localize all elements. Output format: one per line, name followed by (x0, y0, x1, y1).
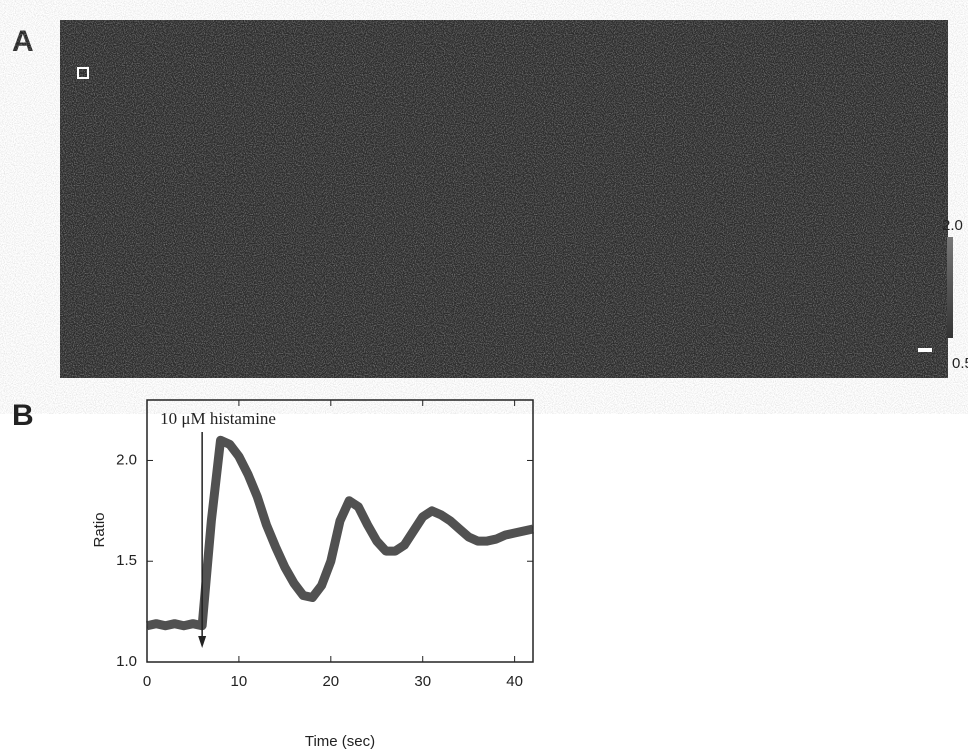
annotation-arrowhead (198, 636, 207, 648)
panel-label: A (12, 25, 34, 58)
x-tick-label: 20 (322, 673, 339, 690)
y-tick-label: 2.0 (116, 451, 137, 468)
micrograph-noise (60, 20, 948, 378)
trace (146, 435, 534, 631)
x-tick-label: 10 (231, 673, 248, 690)
x-tick-label: 30 (414, 673, 431, 690)
scale-bar (918, 348, 932, 352)
y-tick-label: 1.0 (116, 653, 137, 670)
colorbar (947, 237, 953, 338)
panel-label: B (12, 399, 34, 432)
x-tick-label: 40 (506, 673, 523, 690)
x-tick-label: 0 (143, 673, 151, 690)
colorbar-min: 0.5 (952, 355, 968, 372)
chart: 0 10 20 30 40 1.0 1.5 2.0 Time (sec) Ratio 10 μM h… (91, 399, 534, 750)
roi-marker (77, 67, 89, 79)
y-tick-label: 1.5 (116, 552, 137, 569)
y-axis-label: Ratio (91, 512, 108, 547)
annotation: 10 μM histamine (160, 409, 276, 428)
x-axis-label: Time (sec) (305, 733, 375, 750)
colorbar-max: 2.0 (942, 217, 963, 234)
